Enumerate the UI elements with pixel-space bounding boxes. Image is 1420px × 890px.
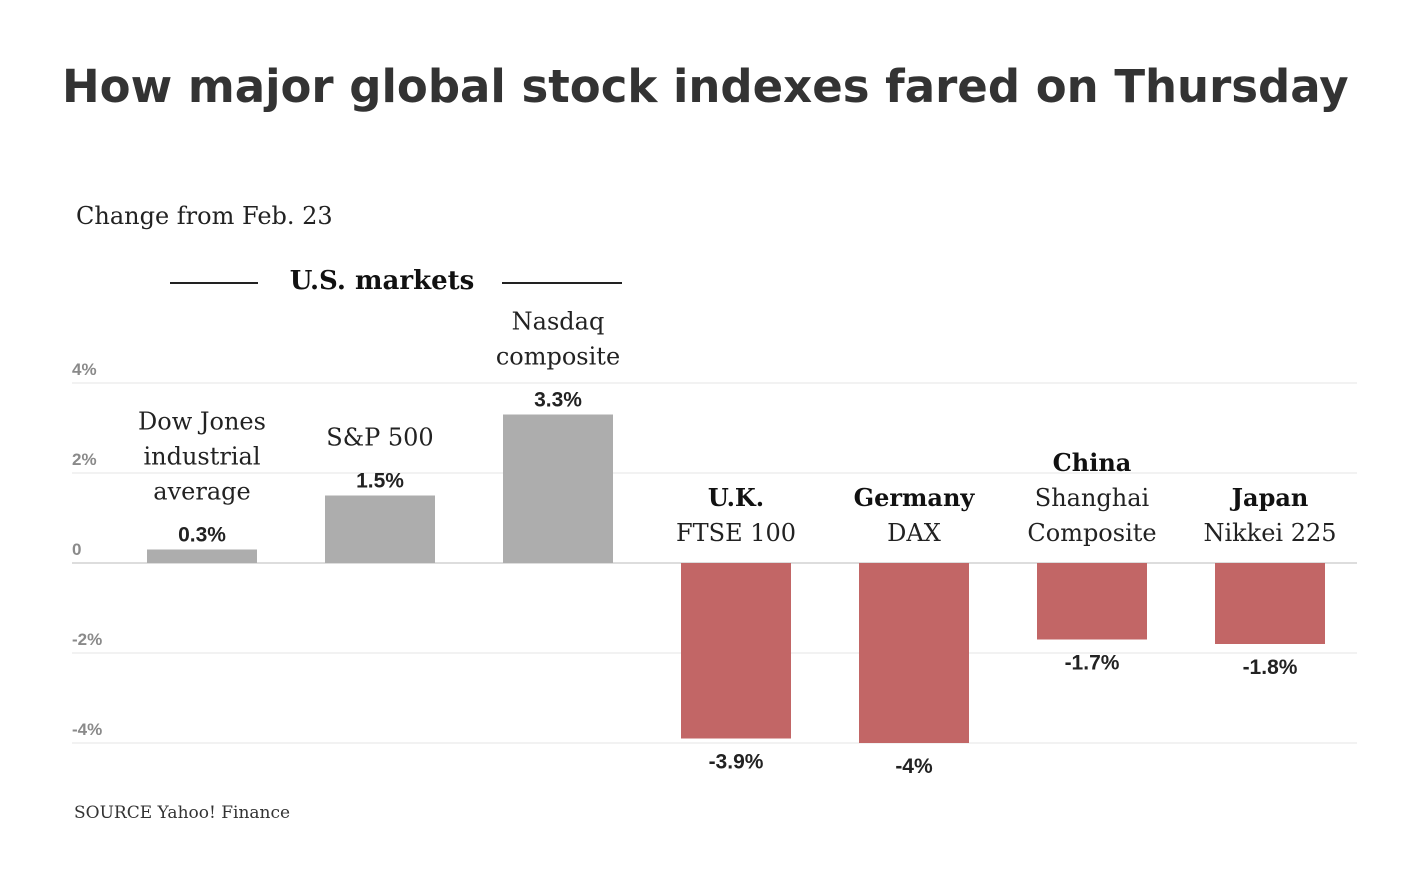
category-label: composite (496, 343, 620, 371)
bar (681, 563, 791, 739)
category-label: Shanghai (1035, 484, 1150, 512)
category-label: Dow Jones (138, 408, 266, 436)
data-label: -1.8% (1243, 656, 1298, 679)
bar (325, 495, 435, 563)
source-note: SOURCE Yahoo! Finance (74, 803, 290, 823)
category-region-label: U.K. (708, 483, 764, 512)
category-label: FTSE 100 (676, 519, 796, 547)
category-labels: Dow Jones industrial average S&P 500 Nasdaq c… (138, 308, 1337, 548)
group-header: U.S. markets (170, 266, 622, 296)
group-label: U.S. markets (290, 266, 475, 296)
y-tick-label: 4% (72, 360, 97, 379)
y-tick-label: -2% (72, 630, 102, 649)
chart-subtitle: Change from Feb. 23 (76, 202, 333, 230)
data-label: -1.7% (1065, 652, 1120, 675)
category-label: Composite (1027, 519, 1156, 547)
category-label: industrial (143, 443, 260, 471)
y-tick-label: 0 (72, 540, 81, 559)
category-region-label: Japan (1230, 483, 1309, 512)
data-label: -3.9% (709, 751, 764, 774)
category-label: average (153, 478, 250, 506)
data-labels: 0.3% 1.5% 3.3% -3.9% -4% -1.7% -1.8% (178, 389, 1298, 779)
bars (147, 414, 1325, 743)
bar (147, 549, 257, 563)
bar (1037, 563, 1147, 640)
category-label: Nasdaq (512, 308, 605, 336)
data-label: 1.5% (356, 470, 404, 493)
chart-title: How major global stock indexes fared on … (62, 60, 1349, 113)
category-label: S&P 500 (326, 424, 433, 452)
bar (503, 414, 613, 563)
data-label: 0.3% (178, 524, 226, 547)
bar (859, 563, 969, 743)
bar (1215, 563, 1325, 644)
category-region-label: China (1053, 448, 1132, 477)
data-label: 3.3% (534, 389, 582, 412)
category-label: DAX (887, 519, 941, 547)
data-label: -4% (895, 755, 933, 778)
y-axis-ticks: 4% 2% 0 -2% -4% (72, 360, 102, 739)
y-tick-label: -4% (72, 720, 102, 739)
y-tick-label: 2% (72, 450, 97, 469)
category-region-label: Germany (854, 483, 976, 512)
category-label: Nikkei 225 (1203, 519, 1336, 547)
